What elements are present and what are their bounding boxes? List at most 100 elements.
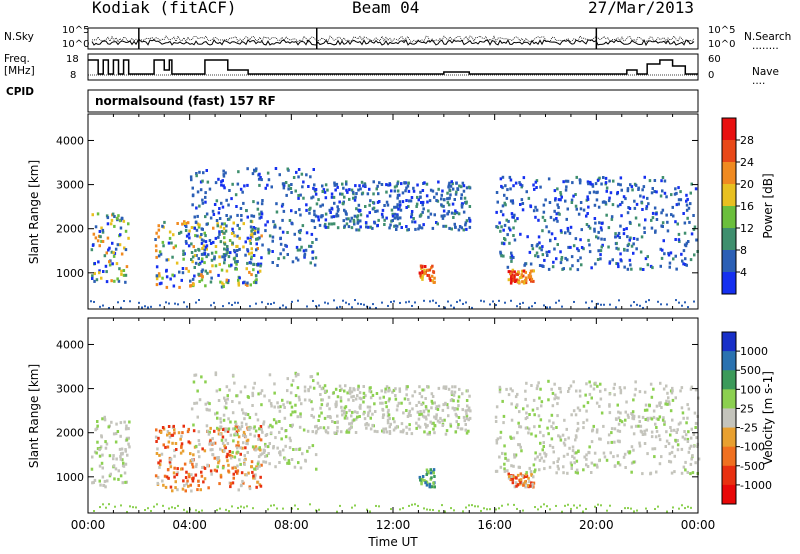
echo-cell	[618, 299, 620, 302]
echo-cell	[682, 262, 685, 266]
echo-cell	[590, 471, 593, 474]
echo-cell	[433, 475, 436, 478]
echo-cell	[457, 423, 460, 426]
echo-cell	[159, 459, 162, 463]
echo-cell	[162, 443, 165, 447]
echo-cell	[201, 198, 204, 202]
echo-cell	[260, 389, 264, 393]
echo-cell	[597, 302, 599, 305]
echo-cell	[684, 301, 686, 304]
echo-cell	[309, 385, 312, 389]
echo-cell	[345, 188, 348, 192]
echo-cell	[242, 222, 245, 226]
echo-cell	[465, 414, 469, 418]
echo-cell	[422, 272, 425, 276]
echo-cell	[520, 184, 524, 188]
echo-cell	[495, 225, 498, 229]
freq-panel-frame	[87, 53, 699, 81]
echo-cell	[420, 403, 423, 406]
echo-cell	[559, 438, 563, 442]
echo-cell	[558, 435, 562, 439]
echo-cell	[585, 301, 587, 304]
echo-cell	[555, 471, 558, 475]
echo-cell	[255, 242, 258, 246]
echo-cell	[332, 391, 335, 395]
echo-cell	[611, 203, 615, 207]
echo-cell	[570, 413, 573, 417]
echo-cell	[348, 391, 352, 395]
echo-cell	[252, 268, 255, 272]
echo-cell	[178, 270, 181, 274]
echo-cell	[557, 457, 560, 461]
echo-cell	[537, 235, 541, 239]
echo-cell	[585, 453, 588, 457]
echo-cell	[293, 232, 296, 236]
echo-cell	[432, 481, 435, 485]
echo-cell	[602, 424, 605, 428]
echo-cell	[544, 453, 548, 457]
echo-cell	[351, 190, 355, 194]
echo-cell	[179, 467, 183, 471]
echo-cell	[368, 386, 372, 390]
echo-cell	[119, 434, 122, 438]
echo-cell	[441, 408, 445, 412]
echo-cell	[209, 448, 212, 452]
echo-cell	[100, 226, 103, 230]
echo-cell	[419, 213, 423, 217]
echo-cell	[593, 451, 597, 455]
echo-cell	[662, 416, 665, 420]
echo-cell	[444, 402, 447, 406]
echo-cell	[579, 256, 582, 260]
echo-cell	[526, 416, 529, 419]
echo-cell	[503, 467, 506, 471]
echo-cell	[628, 238, 631, 242]
echo-cell	[519, 445, 522, 449]
echo-cell	[144, 305, 146, 308]
echo-cell	[590, 396, 593, 400]
echo-cell	[271, 425, 274, 429]
echo-cell	[318, 508, 320, 511]
echo-cell	[569, 245, 572, 249]
echo-cell	[266, 445, 270, 449]
noise-tick-left-top: 10^5	[62, 25, 90, 36]
echo-cell	[436, 408, 440, 411]
echo-cell	[432, 281, 436, 284]
echo-cell	[330, 222, 333, 226]
echo-cell	[419, 410, 422, 413]
echo-cell	[670, 193, 673, 197]
echo-cell	[624, 197, 627, 201]
echo-cell	[659, 264, 662, 268]
echo-cell	[411, 220, 414, 224]
echo-cell	[639, 267, 642, 271]
echo-cell	[201, 257, 204, 261]
colorbar-segment	[722, 162, 736, 185]
echo-cell	[385, 385, 389, 389]
echo-cell	[278, 173, 281, 177]
echo-cell	[467, 185, 471, 189]
echo-cell	[286, 253, 289, 256]
echo-cell	[371, 412, 374, 416]
echo-cell	[203, 231, 206, 235]
echo-cell	[350, 226, 354, 230]
echo-cell	[344, 414, 348, 418]
echo-cell	[422, 409, 426, 413]
echo-cell	[223, 242, 227, 246]
echo-cell	[564, 504, 566, 507]
echo-cell	[595, 463, 599, 467]
echo-cell	[504, 301, 506, 304]
colorbar-tick-label: 20	[740, 178, 754, 191]
echo-cell	[460, 185, 463, 189]
echo-cell	[532, 269, 535, 273]
echo-cell	[168, 431, 171, 435]
echo-cell	[626, 413, 630, 417]
echo-cell	[541, 229, 544, 233]
echo-cell	[228, 302, 230, 305]
echo-cell	[506, 265, 510, 269]
echo-cell	[454, 430, 457, 434]
echo-cell	[156, 481, 159, 485]
echo-cell	[532, 209, 536, 213]
echo-cell	[260, 202, 264, 206]
echo-cell	[663, 422, 666, 426]
echo-cell	[334, 405, 338, 409]
echo-cell	[495, 304, 497, 307]
